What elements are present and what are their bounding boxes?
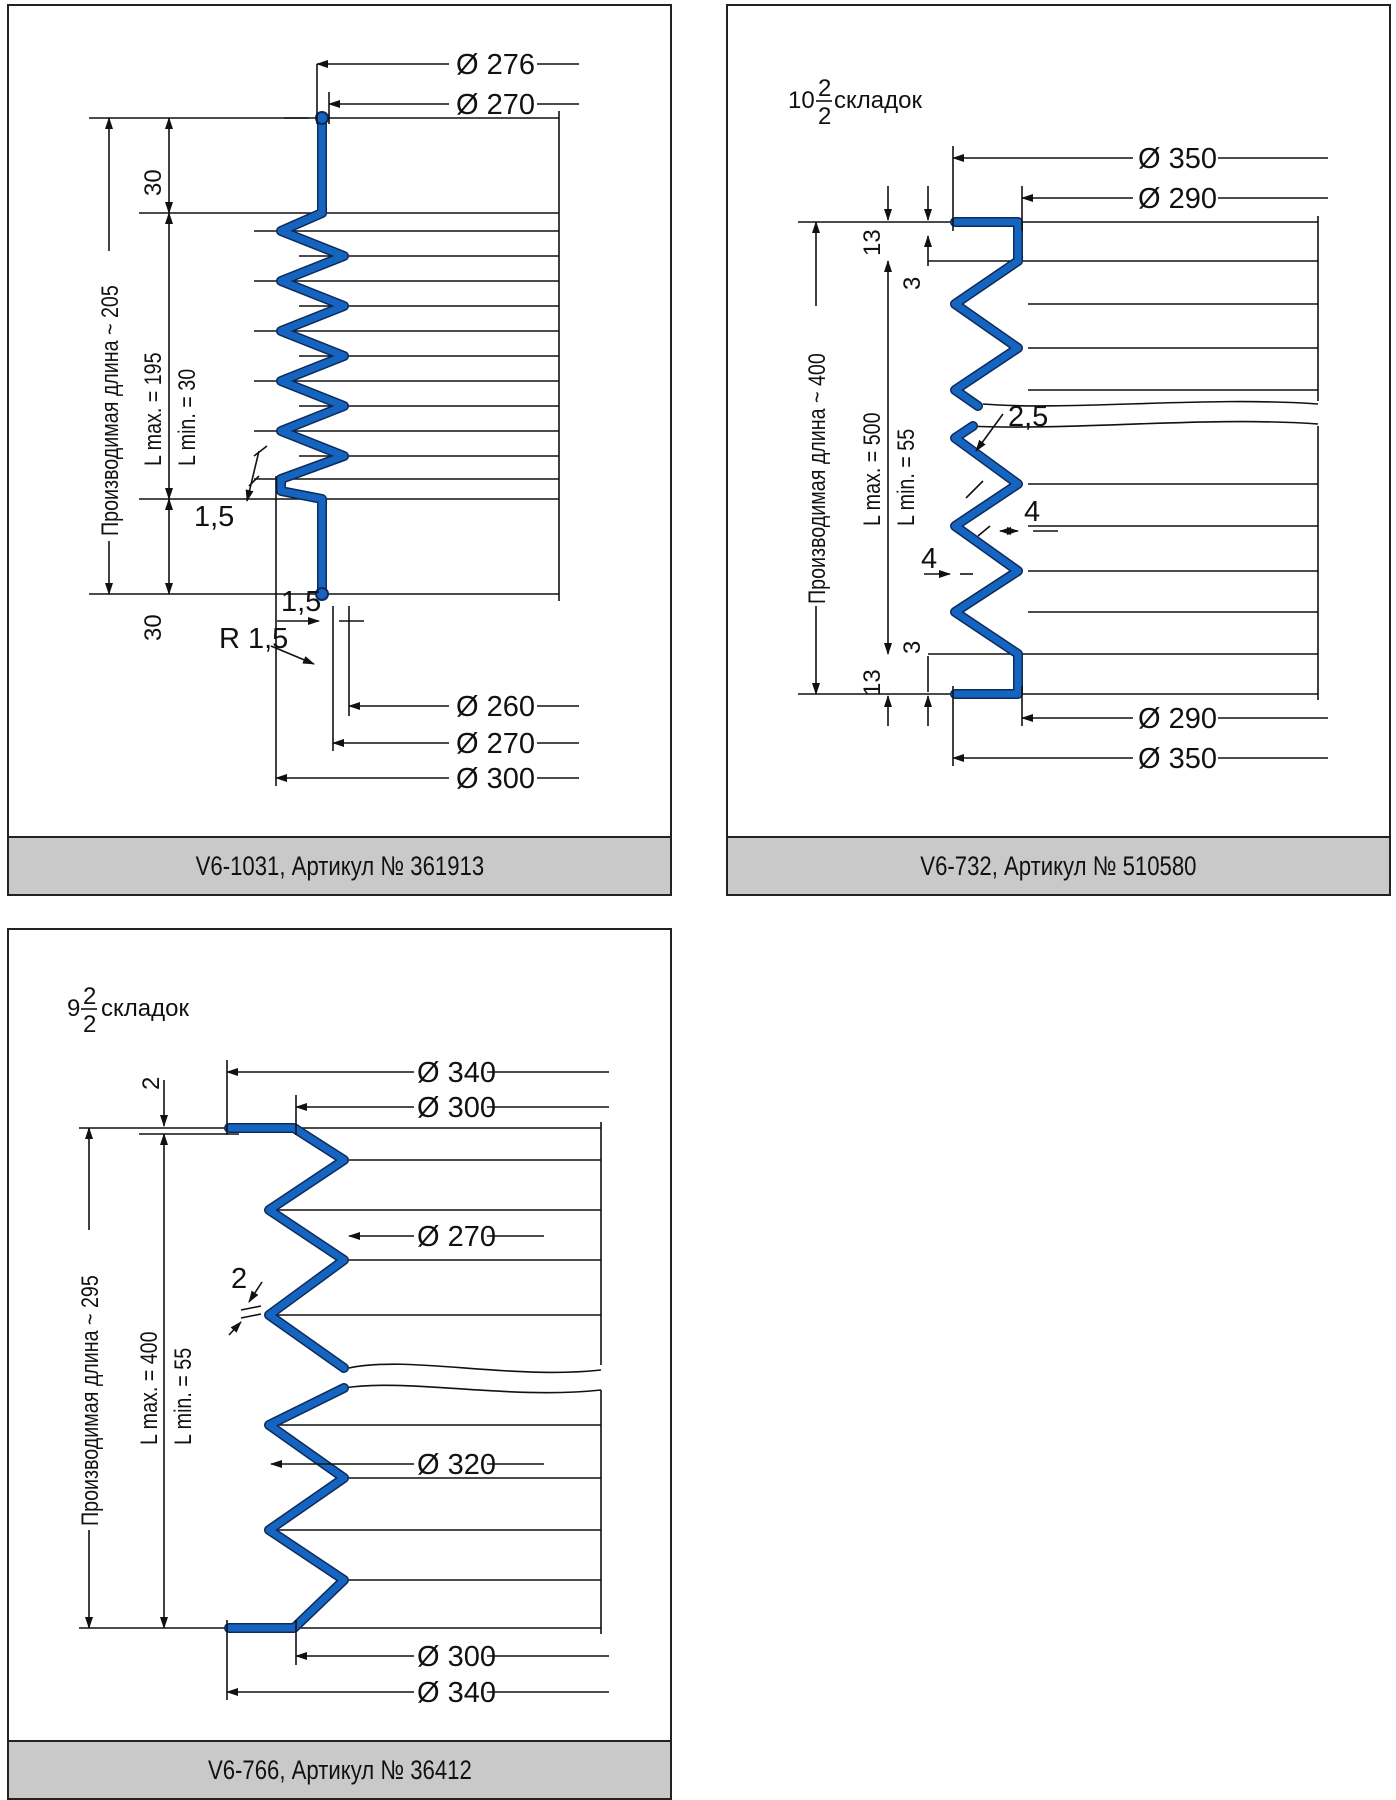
bellows-drawing-v6-732: 10 2 2 складок Ø 350 Ø 290 Ø 2	[788, 75, 1328, 775]
bellows-profile	[951, 218, 1022, 698]
bellows-drawing-v6-766: 9 2 2 складок Ø 340	[67, 983, 609, 1709]
drawing-panel-v6-766: 9 2 2 складок Ø 340	[7, 928, 672, 1800]
bellows-profile-outline	[224, 1123, 349, 1633]
dim-d300: Ø 300	[456, 763, 535, 795]
dim-top-2: 2	[138, 1077, 165, 1090]
dim-radius: R 1,5	[219, 623, 288, 655]
dim-thickness-2: 1,5	[281, 586, 321, 618]
caption-text: V6-732, Артикул № 510580	[920, 850, 1197, 881]
thickness-callouts	[924, 413, 1058, 578]
diameter-dims	[226, 1060, 609, 1700]
bellows-drawing-v6-1031: Ø 276 Ø 270 Ø 260 Ø 270 Ø 300 Производим…	[89, 49, 579, 795]
dim-d300-top: Ø 300	[417, 1092, 496, 1124]
dim-d290-top: Ø 290	[1138, 183, 1217, 215]
dim-d290-bottom: Ø 290	[1138, 703, 1217, 735]
dim-lmax: L max. = 195	[139, 352, 166, 466]
bottom-diameter-dims	[275, 476, 579, 786]
drawing-panel-v6-732: 10 2 2 складок Ø 350 Ø 290 Ø 2	[726, 4, 1391, 896]
dim-lmax: L max. = 400	[135, 1331, 162, 1445]
dim-lmax: L max. = 500	[858, 412, 885, 526]
caption-text: V6-1031, Артикул № 361913	[195, 850, 484, 881]
dim-thickness-1: 1,5	[194, 501, 234, 533]
length-dims	[85, 1080, 239, 1629]
fold-count-word: складок	[834, 87, 922, 114]
fold-count-denominator: 2	[83, 1011, 96, 1038]
caption-v6-766: V6-766, Артикул № 36412	[9, 1740, 670, 1798]
caption-text: V6-766, Артикул № 36412	[207, 1754, 472, 1785]
thickness-callouts	[228, 1281, 263, 1336]
dim-d260: Ø 260	[456, 691, 535, 723]
dim-width-4a: 4	[1024, 496, 1040, 528]
top-diameter-dims	[316, 60, 579, 124]
dim-d270-top: Ø 270	[456, 89, 535, 121]
dim-d340-bottom: Ø 340	[417, 1677, 496, 1709]
dim-top-30: 30	[140, 169, 167, 196]
dim-produced-length: Производимая длина ~ 295	[76, 1275, 103, 1526]
dim-d340-top: Ø 340	[417, 1057, 496, 1089]
fold-count-numerator: 2	[818, 75, 831, 102]
dim-lmin: L min. = 55	[169, 1348, 196, 1445]
dim-d350-top: Ø 350	[1138, 143, 1217, 175]
bead-top	[315, 111, 329, 125]
dim-bottom-13: 13	[859, 669, 886, 696]
diameter-dims	[952, 146, 1328, 766]
dim-d276: Ø 276	[456, 49, 535, 81]
thickness-callouts	[245, 445, 364, 665]
drawing-panel-v6-1031: Ø 276 Ø 270 Ø 260 Ø 270 Ø 300 Производим…	[7, 4, 672, 896]
fold-count-whole: 10	[788, 87, 815, 114]
dim-thickness: 2	[231, 1263, 247, 1295]
dim-d300-bottom: Ø 300	[417, 1641, 496, 1673]
dim-d320: Ø 320	[417, 1449, 496, 1481]
bead-bottom	[315, 587, 329, 601]
dim-thickness: 2,5	[1008, 401, 1048, 433]
fold-count-whole: 9	[67, 995, 80, 1022]
caption-v6-732: V6-732, Артикул № 510580	[728, 836, 1389, 894]
dim-top-3: 3	[899, 277, 926, 290]
dim-lmin: L min. = 55	[892, 429, 919, 526]
dim-d350-bottom: Ø 350	[1138, 743, 1217, 775]
bellows-profile	[277, 114, 348, 598]
dim-d270-bottom: Ø 270	[456, 728, 535, 760]
dim-width-4b: 4	[921, 543, 937, 575]
dim-bottom-3: 3	[899, 641, 926, 654]
dim-d270: Ø 270	[417, 1221, 496, 1253]
bellows-profile	[225, 1124, 348, 1632]
fold-count-denominator: 2	[818, 103, 831, 130]
dim-top-13: 13	[859, 229, 886, 256]
fold-count-word: складок	[101, 995, 189, 1022]
fold-count-numerator: 2	[83, 983, 96, 1010]
caption-v6-1031: V6-1031, Артикул № 361913	[9, 836, 670, 894]
fold-level-lines	[798, 216, 1319, 700]
dim-bottom-30: 30	[140, 614, 167, 641]
dim-produced-length: Производимая длина ~ 400	[803, 353, 830, 604]
dim-produced-length: Производимая длина ~ 205	[96, 285, 123, 536]
fold-level-lines	[79, 1122, 602, 1634]
dim-lmin: L min. = 30	[173, 369, 200, 466]
